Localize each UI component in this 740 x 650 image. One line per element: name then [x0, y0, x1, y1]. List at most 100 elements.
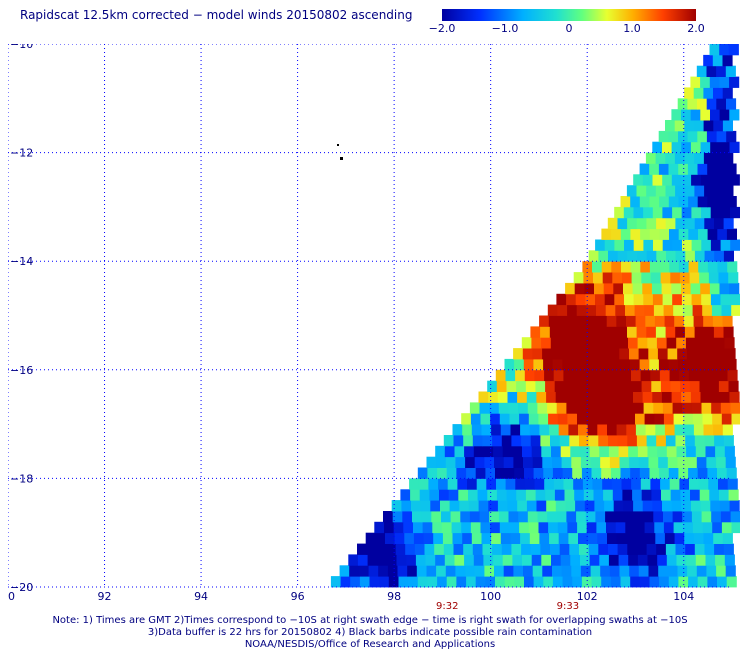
- swath-cell: [694, 120, 705, 132]
- swath-cell: [650, 272, 661, 284]
- swath-cell: [545, 380, 556, 392]
- swath-cell: [685, 435, 696, 447]
- swath-cell: [644, 413, 655, 425]
- swath-cell: [708, 369, 719, 382]
- swath-cell: [384, 521, 395, 534]
- swath-cell: [710, 239, 721, 251]
- swath-cell: [664, 532, 675, 544]
- swath-cell: [641, 489, 652, 501]
- swath-cell: [726, 467, 737, 479]
- swath-cell: [709, 76, 720, 88]
- swath-cell: [726, 130, 737, 143]
- swath-cell: [646, 185, 657, 197]
- swath-cell: [718, 478, 729, 490]
- swath-cell: [691, 293, 702, 306]
- swath-cell: [465, 456, 476, 468]
- swath-cell: [631, 478, 642, 490]
- swath-cell: [596, 304, 607, 316]
- swath-cell: [714, 543, 725, 555]
- swath-cell: [595, 239, 606, 251]
- swath-cell: [715, 445, 726, 458]
- longitude-tick-label: 100: [480, 590, 501, 603]
- swath-cell: [470, 521, 481, 534]
- swath-cell: [573, 478, 584, 490]
- swath-cell: [662, 500, 673, 512]
- swath-cell: [503, 565, 514, 577]
- swath-cell: [690, 489, 701, 501]
- swath-cell: [614, 239, 625, 251]
- swath-cell: [685, 250, 696, 262]
- swath-cell: [595, 511, 606, 523]
- swath-cell: [636, 543, 647, 555]
- swath-cell: [452, 424, 463, 436]
- swath-cell: [419, 489, 430, 501]
- swath-cell: [692, 304, 703, 316]
- swath-cell: [466, 576, 477, 588]
- swath-cell: [728, 44, 739, 56]
- swath-cell: [676, 337, 687, 349]
- swath-cell: [494, 565, 505, 577]
- swath-cell: [672, 206, 683, 219]
- swath-cell: [580, 456, 591, 468]
- swath-cell: [440, 500, 451, 512]
- swath-cell: [623, 282, 634, 295]
- swath-cell: [583, 272, 594, 284]
- swath-cell: [585, 402, 596, 414]
- swath-cell: [623, 500, 634, 512]
- swath-cell: [701, 293, 712, 306]
- swath-cell: [630, 261, 641, 273]
- swath-cell: [584, 391, 595, 403]
- swath-cell: [666, 554, 677, 566]
- swath-cell: [668, 130, 679, 143]
- swath-cell: [640, 228, 651, 240]
- swath-cell: [590, 456, 601, 468]
- swath-cell: [527, 511, 538, 523]
- swath-cell: [625, 521, 636, 534]
- swath-cell: [638, 348, 649, 360]
- swath-cell: [623, 206, 634, 219]
- swath-cell: [703, 424, 714, 436]
- swath-cell: [330, 576, 341, 588]
- swath-cell: [576, 304, 587, 316]
- swath-cell: [602, 478, 613, 490]
- swath-cell: [640, 478, 651, 490]
- swath-cell: [379, 576, 390, 588]
- swath-cell: [546, 500, 557, 512]
- swath-cell: [695, 554, 706, 566]
- swath-cell: [723, 250, 734, 262]
- swath-cell: [657, 554, 668, 566]
- swath-cell: [636, 326, 647, 338]
- swath-cell: [674, 120, 685, 132]
- swath-cell: [540, 435, 551, 447]
- swath-cell: [427, 576, 438, 588]
- swath-cell: [618, 445, 629, 458]
- swath-cell: [730, 511, 740, 523]
- swath-cell: [685, 337, 696, 349]
- swath-cell: [556, 402, 567, 414]
- swath-cell: [658, 163, 669, 175]
- footnote-line-3: NOAA/NESDIS/Office of Research and Appli…: [244, 639, 496, 650]
- swath-cell: [700, 141, 711, 153]
- swath-cell: [465, 565, 476, 577]
- swath-cell: [431, 511, 442, 523]
- swath-cell: [624, 511, 635, 523]
- swath-cell: [468, 500, 479, 512]
- swath-cell: [631, 272, 642, 284]
- swath-cell: [581, 576, 592, 588]
- swath-cell: [630, 228, 641, 240]
- swath-cell: [580, 348, 591, 360]
- swath-cell: [566, 293, 577, 306]
- swath-cell: [435, 554, 446, 566]
- swath-cell: [701, 206, 712, 219]
- swath-cell: [632, 282, 643, 295]
- swath-cell: [642, 391, 653, 403]
- swath-cell: [700, 500, 711, 512]
- swath-cell: [649, 358, 660, 371]
- swath-cell: [675, 250, 686, 262]
- swath-cell: [578, 424, 589, 436]
- swath-cell: [669, 478, 680, 490]
- swath-cell: [652, 206, 663, 219]
- swath-cell: [466, 467, 477, 479]
- swath-cell: [537, 511, 548, 523]
- swath-cell: [523, 565, 534, 577]
